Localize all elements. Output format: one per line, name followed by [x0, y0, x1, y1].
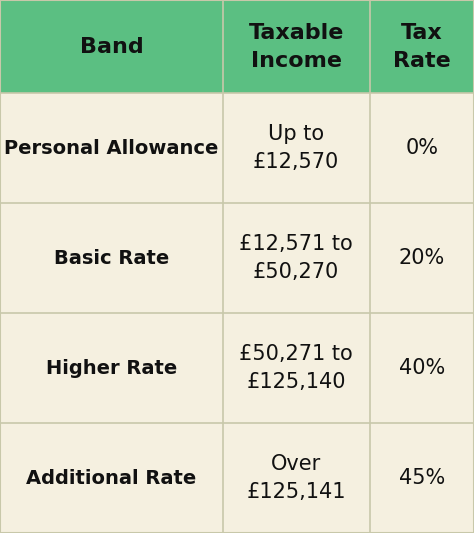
Text: Band: Band — [80, 37, 143, 56]
Bar — [370, 93, 474, 203]
Text: Basic Rate: Basic Rate — [54, 249, 169, 268]
Bar — [370, 313, 474, 423]
Bar — [223, 93, 370, 203]
Text: Additional Rate: Additional Rate — [26, 469, 197, 488]
Bar — [0, 0, 223, 93]
Text: Tax
Rate: Tax Rate — [393, 22, 451, 71]
Bar — [370, 0, 474, 93]
Bar — [223, 0, 370, 93]
Text: 20%: 20% — [399, 248, 445, 268]
Bar — [0, 313, 223, 423]
Text: Over
£125,141: Over £125,141 — [246, 454, 346, 502]
Bar — [223, 423, 370, 533]
Bar — [370, 203, 474, 313]
Text: £12,571 to
£50,270: £12,571 to £50,270 — [239, 234, 353, 282]
Text: Taxable
Income: Taxable Income — [248, 22, 344, 71]
Bar — [223, 203, 370, 313]
Text: 45%: 45% — [399, 468, 445, 488]
Text: 0%: 0% — [405, 138, 438, 158]
Text: 40%: 40% — [399, 358, 445, 378]
Bar — [0, 203, 223, 313]
Text: Personal Allowance: Personal Allowance — [4, 139, 219, 158]
Bar — [370, 423, 474, 533]
Text: Higher Rate: Higher Rate — [46, 359, 177, 378]
Text: £50,271 to
£125,140: £50,271 to £125,140 — [239, 344, 353, 392]
Bar — [0, 423, 223, 533]
Bar — [0, 93, 223, 203]
Text: Up to
£12,570: Up to £12,570 — [253, 124, 339, 172]
Bar — [223, 313, 370, 423]
